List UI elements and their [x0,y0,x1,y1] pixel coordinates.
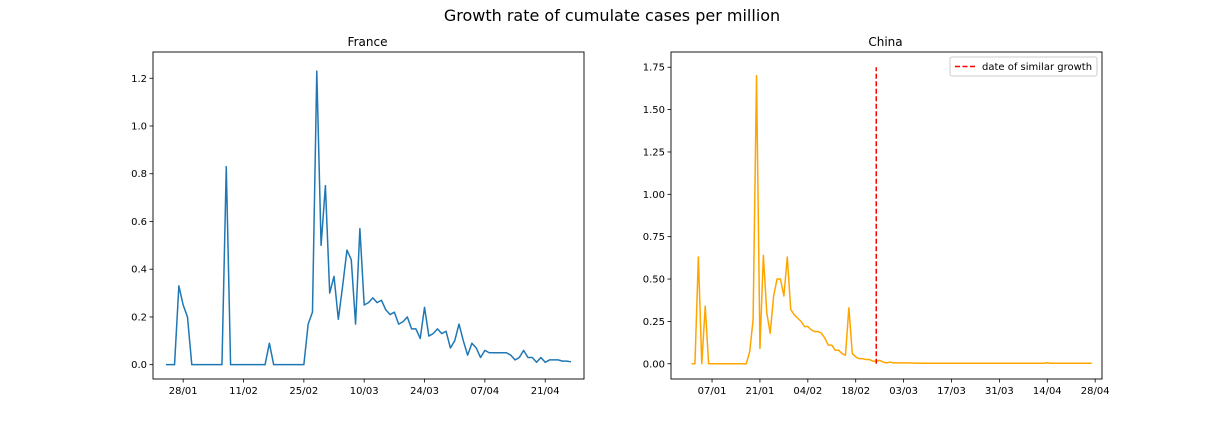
x-tick-label-france: 10/03 [350,386,379,397]
x-tick-label-china: 21/01 [746,386,775,397]
y-tick-label-france: 0.8 [131,169,147,180]
x-tick-label-france: 25/02 [289,386,318,397]
chart-panel-france: France 28/01 11/02 25/02 10/03 24/03 07/04 21/… [131,35,585,397]
series-layer-france [165,70,572,366]
x-tick-label-france: 11/02 [229,386,258,397]
legend: date of similar growth [949,56,1098,77]
x-tick-label-china: 18/02 [841,386,870,397]
legend-box [949,56,1098,77]
x-tick-label-china: 07/01 [698,386,727,397]
chart-title-china: China [868,35,902,49]
x-tick-label-china: 28/04 [1081,386,1110,397]
x-tick-label-china: 04/02 [793,386,822,397]
x-tick-label-france: 07/04 [470,386,499,397]
y-tick-label-china: 1.00 [643,190,665,201]
y-tick-label-china: 0.25 [643,317,665,328]
y-tick-label-china: 0.00 [643,359,665,370]
y-tick-label-china: 1.75 [643,63,665,74]
plot-frame-china [670,51,1103,380]
y-tick-label-china: 1.25 [643,147,665,158]
y-tick-label-france: 1.0 [131,121,147,132]
x-tick-label-china: 03/03 [889,386,918,397]
y-tick-label-china: 0.50 [643,275,665,286]
figure-title: Growth rate of cumulate cases per millio… [444,6,780,25]
series-layer-china [691,67,1092,365]
x-tick-label-china: 14/04 [1033,386,1062,397]
plot-frame-france [152,51,585,380]
series-line-china [691,74,1092,365]
x-tick-label-china: 17/03 [937,386,966,397]
ticks-layer-france: 28/01 11/02 25/02 10/03 24/03 07/04 21/04 0.0 0.… [131,74,560,397]
y-tick-label-france: 0.0 [131,360,147,371]
x-tick-label-france: 24/03 [410,386,439,397]
y-tick-label-france: 0.2 [131,312,147,323]
ticks-layer-china: 07/01 21/01 04/02 18/02 03/03 17/03 31/03 14/04… [643,63,1110,397]
x-tick-label-france: 21/04 [531,386,560,397]
legend-label-similar-growth: date of similar growth [982,62,1092,73]
x-tick-label-france: 28/01 [169,386,198,397]
x-tick-label-china: 31/03 [985,386,1014,397]
chart-title-france: France [348,35,388,49]
y-tick-label-china: 1.50 [643,105,665,116]
series-line-france [165,70,572,366]
y-tick-label-france: 0.6 [131,217,147,228]
y-tick-label-china: 0.75 [643,232,665,243]
chart-panel-china: China 07/01 21/01 04/02 18/02 03/03 17/03 31/0… [643,35,1110,397]
y-tick-label-france: 0.4 [131,265,147,276]
y-tick-label-france: 1.2 [131,74,147,85]
